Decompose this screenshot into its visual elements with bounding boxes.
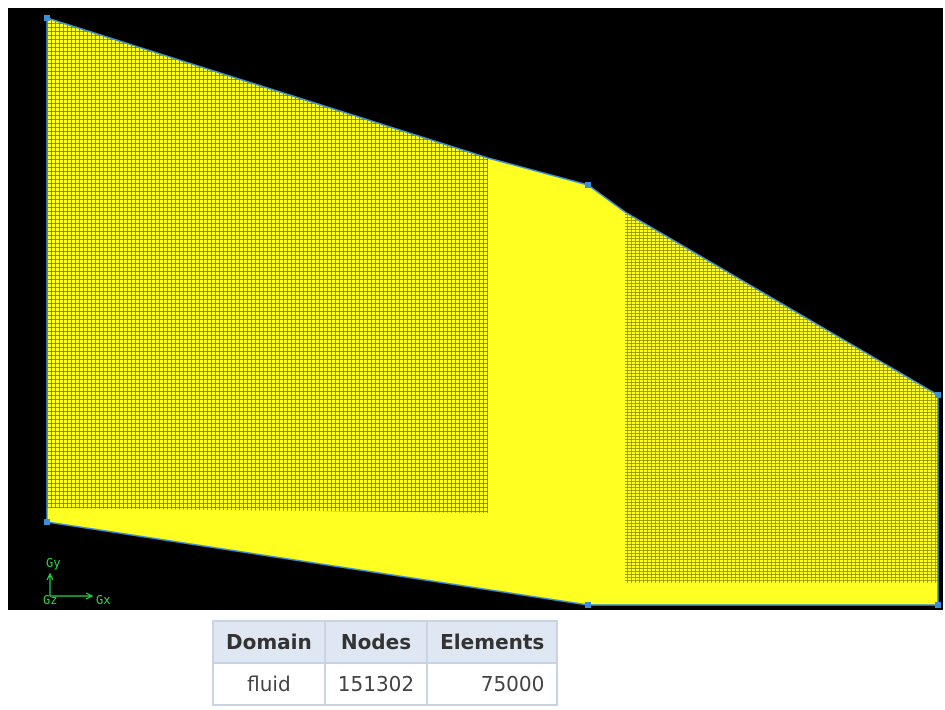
- column-header: Nodes: [325, 621, 427, 663]
- axis-x-label: Gx: [96, 593, 110, 607]
- column-header: Domain: [213, 621, 325, 663]
- axis-y-label: Gy: [46, 556, 60, 570]
- axis-z-label: Gz: [43, 593, 57, 607]
- table-cell: fluid: [213, 663, 325, 705]
- table-cell: 75000: [427, 663, 557, 705]
- mesh-viewport: Gy Gz Gx: [8, 8, 943, 610]
- table-cell: 151302: [325, 663, 427, 705]
- page: Gy Gz Gx DomainNodesElements fluid151302…: [0, 0, 945, 710]
- column-header: Elements: [427, 621, 557, 663]
